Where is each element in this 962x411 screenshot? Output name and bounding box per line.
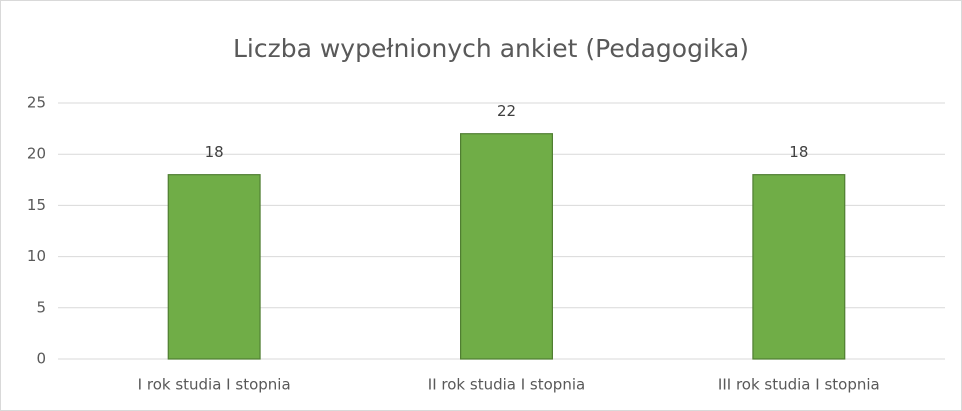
x-tick-label: I rok studia I stopnia — [138, 376, 291, 394]
bar — [460, 133, 553, 360]
data-label: 22 — [497, 102, 516, 120]
y-tick-label: 25 — [27, 94, 46, 112]
bar — [752, 174, 846, 360]
y-tick-label: 10 — [27, 247, 46, 265]
y-tick-label: 15 — [27, 196, 46, 214]
data-label: 18 — [789, 143, 808, 161]
x-tick-label: II rok studia I stopnia — [428, 376, 585, 394]
x-tick-label: III rok studia I stopnia — [718, 376, 880, 394]
chart-title: Liczba wypełnionych ankiet (Pedagogika) — [233, 34, 749, 63]
data-label: 18 — [205, 143, 224, 161]
y-tick-label: 20 — [27, 145, 46, 163]
y-tick-label: 5 — [36, 298, 46, 316]
y-tick-label: 0 — [36, 350, 46, 368]
bar — [167, 174, 261, 360]
